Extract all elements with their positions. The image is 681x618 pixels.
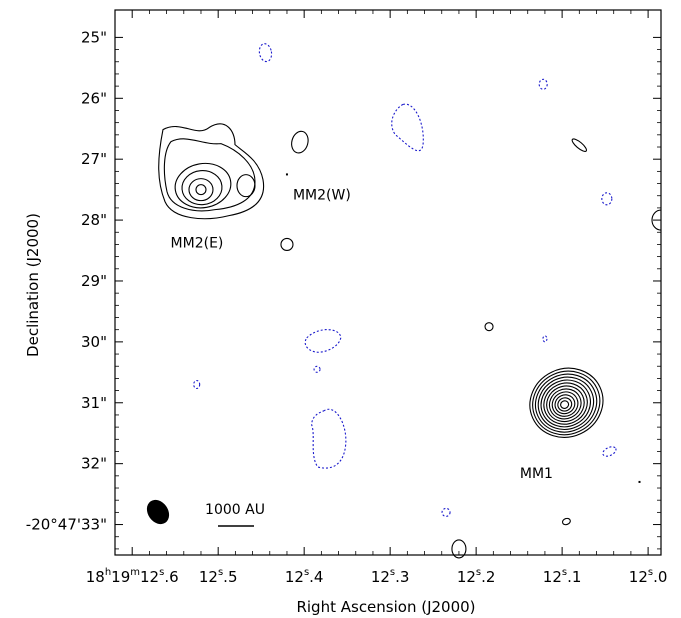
mm2-west-marker [285,173,288,176]
mm2-peak-contour [195,184,207,196]
mm1-contour [557,397,573,412]
negative-contour [441,507,451,517]
negative-contour [311,408,347,469]
negative-contour [538,78,548,90]
negative-contour [602,446,617,457]
y-tick-label: -20°47'33" [26,516,107,534]
y-tick-label: 28" [81,211,107,229]
mm1-contour [543,382,588,425]
source-label: MM1 [520,466,553,482]
beam-ellipse [146,499,170,525]
point-marker [638,480,641,483]
positive-blob [571,138,588,152]
positive-blob [484,322,494,332]
mm2-outer-contour [158,123,265,220]
mm2-contour [188,178,214,202]
y-tick-label: 29" [81,272,107,290]
plot-area [114,9,662,556]
mm1-contour [540,379,591,428]
x-tick-label: 12s​.1 [543,567,582,586]
y-tick-label: 32" [81,455,107,473]
x-tick-label: 12s​.3 [371,567,410,586]
positive-blob [280,237,294,251]
mm1-contour [546,385,585,423]
contour-layer: MM2(E) MM2(W) MM1 1000 AU [146,43,662,559]
negative-contour [193,379,201,390]
positive-blob [451,539,467,559]
mm1-contour [548,388,582,420]
source-label: MM2(W) [293,187,351,203]
mm1-contour [551,391,579,417]
mm1-contour [560,400,570,409]
mm2-contour [163,138,256,212]
positive-blob [291,130,309,154]
y-tick-label: 27" [81,150,107,168]
negative-contour [391,103,424,152]
mm2-contour [181,170,223,206]
x-tick-label: 12s​.4 [285,567,324,586]
mm1-contour [532,370,601,436]
y-tick-label: 30" [81,333,107,351]
negative-contour [601,192,613,206]
mm1-contour [534,373,598,433]
x-tick-label: 12s​.0 [629,567,668,586]
y-tick-label: 25" [81,28,107,46]
plot-frame [114,9,662,556]
mm1-contour [529,367,604,438]
mm1-contour [554,394,576,415]
y-tick-label: 31" [81,394,107,412]
positive-blob-edge [651,209,662,231]
mm2-secondary-contour [236,174,256,198]
axes-layer: 25" 26" 27" 28" 29" 30" 31" 32" -20°47'33" 18h​19… [26,10,668,586]
y-axis-label: Declination (J2000) [24,213,42,357]
negative-contour [304,329,342,353]
scale-bar-label: 1000 AU [205,502,265,518]
negative-contour [313,365,321,373]
y-tick-label: 26" [81,89,107,107]
x-tick-label: 12s​.5 [199,567,238,586]
x-tick-label: 18h​19m​12s​.6 [86,567,179,586]
source-label: MM2(E) [171,236,224,252]
mm1-contour [537,376,595,430]
x-tick-label: 12s​.2 [457,567,496,586]
mm2-contour [174,162,232,209]
negative-contour [542,335,548,343]
negative-contour [258,43,273,63]
x-axis-label: Right Ascension (J2000) [296,598,475,616]
positive-blob [561,517,571,526]
